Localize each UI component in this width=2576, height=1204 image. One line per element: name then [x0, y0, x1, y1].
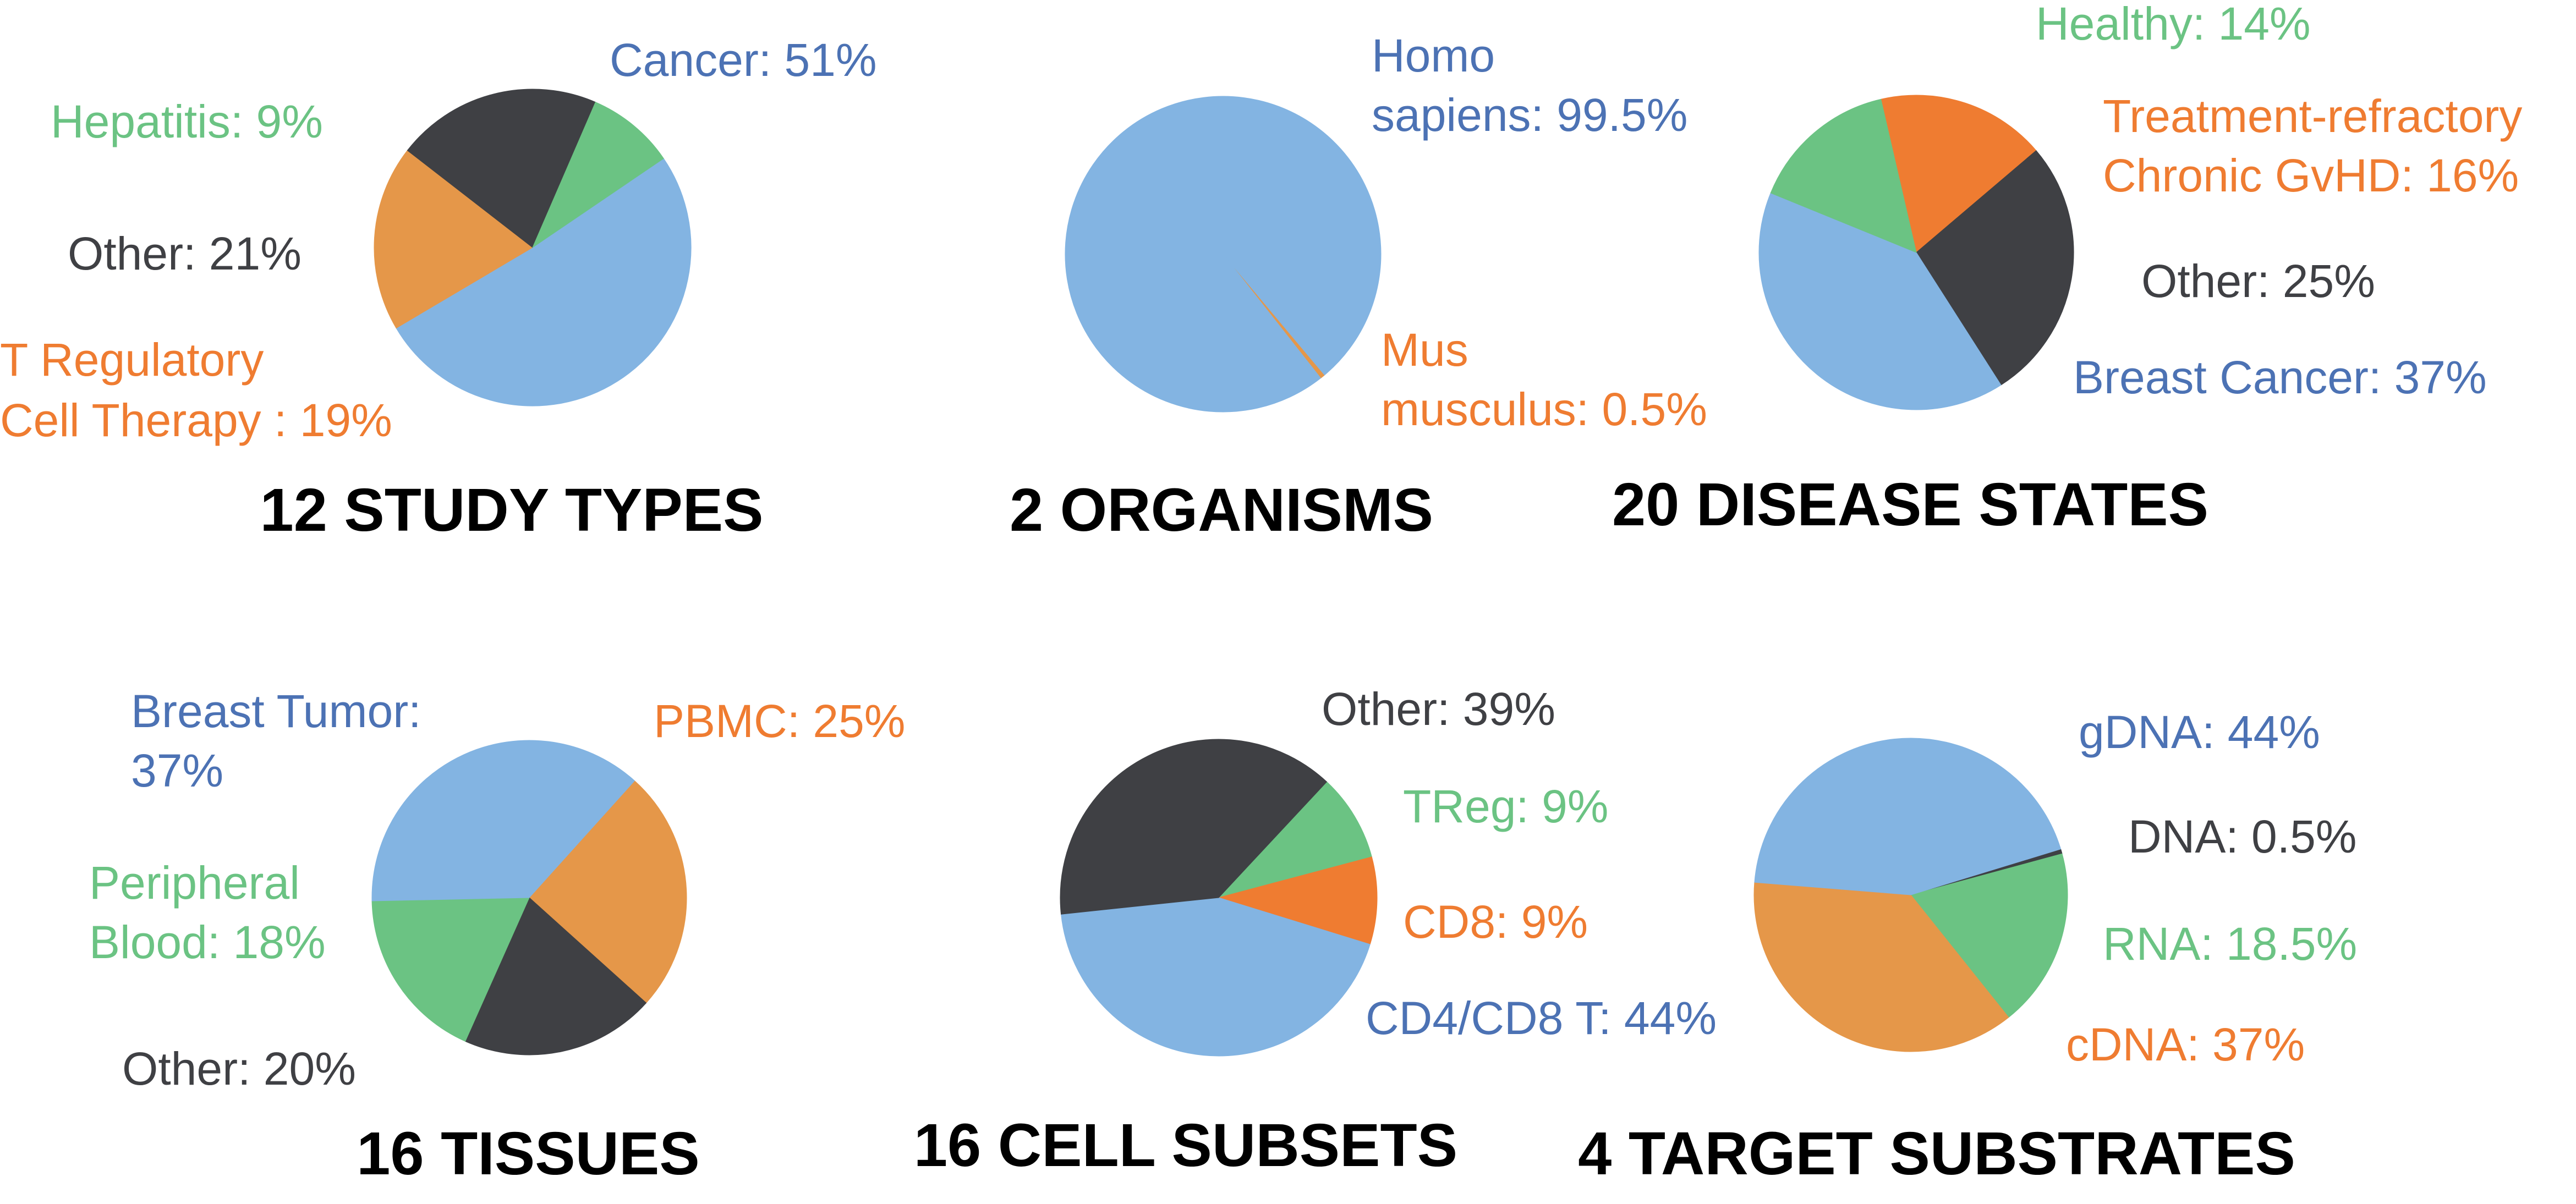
panel-title: 16 TISSUES — [357, 1120, 700, 1187]
slice-label: Other: 39% — [1322, 683, 1555, 735]
slice-label: T Regulatory Cell Therapy : 19% — [0, 334, 392, 446]
slice-label: Other: 25% — [2141, 255, 2375, 307]
pie-slice — [1754, 738, 2062, 895]
pie-slice — [1060, 739, 1328, 915]
slice-label: Treatment-refractory Chronic GvHD: 16% — [2103, 90, 2522, 201]
slice-label: DNA: 0.5% — [2128, 811, 2357, 862]
pie-slice — [1881, 95, 2037, 253]
pie-slice — [371, 897, 530, 1042]
slice-label: gDNA: 44% — [2079, 706, 2320, 758]
panel-title: 20 DISEASE STATES — [1612, 471, 2208, 538]
slice-label: TReg: 9% — [1403, 780, 1609, 832]
slice-label: Other: 20% — [122, 1043, 356, 1095]
slice-label: Healthy: 14% — [2036, 0, 2311, 50]
pie-slice — [1758, 193, 2002, 410]
slice-label: PBMC: 25% — [654, 695, 906, 747]
slice-label: Breast Tumor: 37% — [131, 685, 421, 796]
panel-title: 16 CELL SUBSETS — [914, 1112, 1457, 1179]
slice-label: Other: 21% — [68, 228, 302, 279]
pie-slice — [374, 150, 533, 329]
pie-slice — [1218, 856, 1378, 945]
pie-panel: DNA: 0.5% RNA: 18.5% cDNA: 37% gDNA: 44% 4 T… — [1578, 706, 2357, 1187]
slice-label: CD8: 9% — [1403, 896, 1588, 948]
pie-slice — [1910, 853, 2068, 1018]
slice-label: Breast Cancer: 37% — [2073, 351, 2487, 403]
pie-slice — [396, 158, 692, 406]
pie-panel: Mus musculus: 0.5% Homo sapiens: 99.5% 2 ORG… — [1010, 30, 1707, 544]
pie-panels: Cancer: 51% T Regulatory Cell Therapy : 19… — [0, 0, 2522, 1187]
pie-slice — [465, 897, 647, 1055]
pie-panel: Cancer: 51% T Regulatory Cell Therapy : 19… — [0, 34, 877, 544]
panel-title: 2 ORGANISMS — [1010, 476, 1433, 544]
pie-slice — [1061, 897, 1371, 1057]
pie-panel: PBMC: 25% Other: 20% Peripheral Blood: 18% B… — [89, 685, 906, 1187]
pie-slice — [529, 780, 687, 1004]
slice-label: Cancer: 51% — [610, 34, 877, 86]
slice-label: Peripheral Blood: 18% — [89, 857, 326, 968]
slice-label: cDNA: 37% — [2066, 1019, 2305, 1070]
pie-slice — [531, 102, 664, 249]
pie-panel: Treatment-refractory Chronic GvHD: 16% Oth… — [1612, 0, 2522, 538]
slice-label: CD4/CD8 T: 44% — [1366, 992, 1717, 1044]
pie-slice — [1218, 781, 1372, 898]
pie-slice — [407, 89, 596, 248]
pie-slice — [1753, 882, 2009, 1052]
slice-label: RNA: 18.5% — [2103, 918, 2357, 970]
pie-slice — [1065, 96, 1382, 413]
slice-label: Mus musculus: 0.5% — [1381, 324, 1707, 435]
pie-panel: TReg: 9% CD8: 9% CD4/CD8 T: 44% Other: 39% 1… — [914, 683, 1717, 1179]
slice-label: Hepatitis: 9% — [51, 96, 323, 147]
pie-slice — [1770, 98, 1917, 253]
slice-label: Homo sapiens: 99.5% — [1372, 30, 1687, 141]
pie-slice — [1916, 150, 2074, 386]
pie-slice — [371, 740, 635, 901]
panel-title: 12 STUDY TYPES — [260, 476, 764, 544]
panel-title: 4 TARGET SUBSTRATES — [1578, 1120, 2295, 1187]
